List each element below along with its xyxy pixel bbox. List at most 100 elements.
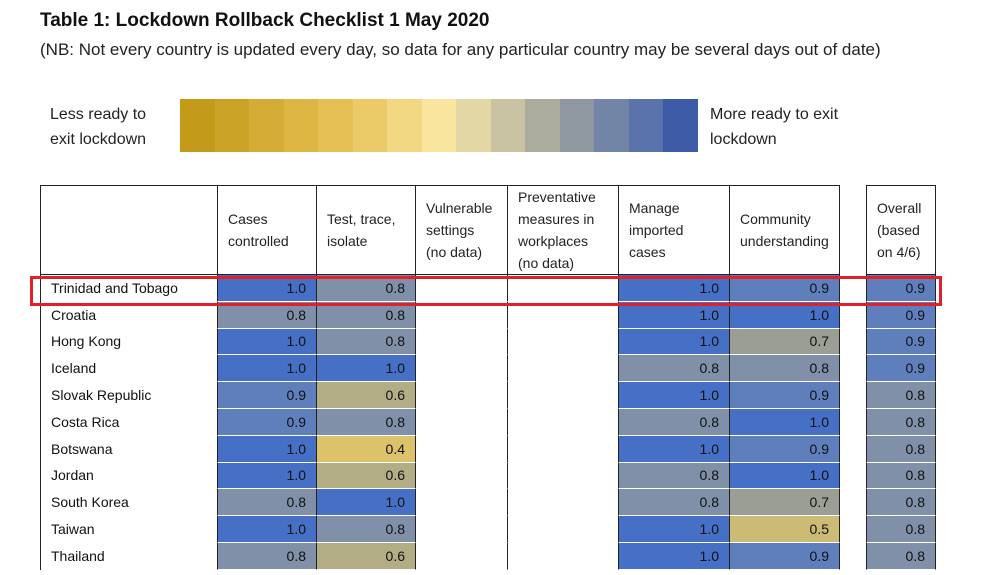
column-header-1: Cases controlled (217, 185, 316, 275)
country-name: Trinidad and Tobago (41, 275, 217, 302)
country-name: Hong Kong (41, 328, 217, 356)
score-cell-imported: 0.8 (618, 489, 729, 517)
score-cell-cases: 0.8 (217, 301, 316, 329)
scale-swatch-13 (628, 99, 663, 152)
score-cell-test: 0.6 (316, 542, 415, 570)
score-cell-cases: 1.0 (217, 355, 316, 383)
scale-swatch-4 (318, 99, 353, 152)
scale-swatch-14 (663, 99, 698, 152)
score-cell-vuln (415, 301, 507, 329)
country-name: Iceland (41, 355, 217, 383)
overall-row: 0.9 (866, 301, 936, 329)
score-cell-vuln (415, 542, 507, 570)
country-name: Slovak Republic (41, 382, 217, 409)
table-row: Hong Kong 1.0 0.8 1.0 0.7 (41, 328, 857, 356)
score-cell-test: 0.8 (316, 516, 415, 543)
scale-swatch-12 (594, 99, 629, 152)
score-cell-vuln (415, 489, 507, 517)
column-header-line: controlled (228, 233, 289, 249)
score-cell-prev (507, 275, 618, 302)
table-row: Trinidad and Tobago 1.0 0.8 1.0 0.9 (41, 275, 857, 302)
score-cell-imported: 1.0 (618, 542, 729, 570)
score-cell-prev (507, 355, 618, 383)
score-cell-prev (507, 408, 618, 436)
score-cell-prev (507, 489, 618, 517)
score-cell-cases: 0.8 (217, 542, 316, 570)
score-cell-cases: 1.0 (217, 435, 316, 463)
score-cell-prev (507, 542, 618, 570)
overall-row: 0.8 (866, 435, 936, 463)
score-cell-test: 0.8 (316, 275, 415, 302)
score-cell-community: 0.5 (729, 516, 840, 543)
score-cell-imported: 1.0 (618, 516, 729, 543)
legend-right-line-1: More ready to exit (710, 106, 839, 123)
score-cell-prev (507, 435, 618, 463)
table-row: South Korea 0.8 1.0 0.8 0.7 (41, 489, 857, 517)
overall-row: 0.8 (866, 516, 936, 543)
overall-row: 0.9 (866, 275, 936, 302)
score-cell-community: 0.9 (729, 382, 840, 409)
score-cell-test: 0.8 (316, 301, 415, 329)
country-name: Croatia (41, 301, 217, 329)
legend-left-label: Less ready to exit lockdown (50, 102, 146, 152)
column-header-5: Manage imported cases (618, 185, 729, 275)
header-row: Cases controlled Test, trace, isolate Vulner… (41, 185, 857, 275)
country-name: Costa Rica (41, 408, 217, 436)
column-header-line: Vulnerable (426, 200, 493, 216)
score-cell-imported: 0.8 (618, 355, 729, 383)
table-row: Taiwan 1.0 0.8 1.0 0.5 (41, 516, 857, 543)
score-cell-test: 0.8 (316, 328, 415, 356)
color-scale (180, 99, 698, 152)
overall-header-line: (based (877, 222, 920, 238)
legend-right-label: More ready to exit lockdown (710, 102, 838, 152)
column-header-line: Preventative (518, 189, 596, 205)
page-subtitle: (NB: Not every country is updated every … (40, 40, 881, 59)
scale-swatch-10 (525, 99, 560, 152)
page-title: Table 1: Lockdown Rollback Checklist 1 M… (40, 10, 490, 31)
score-cell-imported: 1.0 (618, 435, 729, 463)
scale-swatch-6 (387, 99, 422, 152)
table-row: Iceland 1.0 1.0 0.8 0.8 (41, 355, 857, 383)
column-header-line: workplaces (518, 233, 589, 249)
scale-swatch-5 (352, 99, 387, 152)
score-cell-community: 1.0 (729, 462, 840, 490)
score-cell-cases: 1.0 (217, 328, 316, 356)
score-cell-community: 0.9 (729, 275, 840, 302)
column-header-2: Test, trace, isolate (316, 185, 415, 275)
score-cell-prev (507, 462, 618, 490)
score-cell-imported: 1.0 (618, 328, 729, 356)
table-row: Slovak Republic 0.9 0.6 1.0 0.9 (41, 382, 857, 409)
overall-header-line: on 4/6) (877, 244, 921, 260)
column-header-line: settings (426, 222, 475, 238)
overall-score-cell: 0.8 (866, 435, 936, 463)
score-cell-cases: 1.0 (217, 516, 316, 543)
score-cell-community: 0.8 (729, 355, 840, 383)
overall-score-cell: 0.9 (866, 275, 936, 302)
score-cell-test: 0.6 (316, 382, 415, 409)
score-cell-prev (507, 382, 618, 409)
overall-row: 0.9 (866, 355, 936, 383)
country-name: Botswana (41, 435, 217, 463)
column-header-line: Test, trace, (327, 211, 396, 227)
score-cell-cases: 1.0 (217, 462, 316, 490)
overall-column: Overall (based on 4/6) 0.9 0.9 0.9 0.9 0.8 0.8 0.… (866, 185, 936, 570)
table-row: Jordan 1.0 0.6 0.8 1.0 (41, 462, 857, 490)
scale-swatch-11 (559, 99, 594, 152)
scale-swatch-7 (421, 99, 456, 152)
score-cell-prev (507, 516, 618, 543)
score-cell-community: 0.9 (729, 542, 840, 570)
overall-row: 0.8 (866, 489, 936, 517)
score-cell-cases: 0.9 (217, 408, 316, 436)
legend-right-line-2: lockdown (710, 131, 777, 148)
overall-row: 0.9 (866, 328, 936, 356)
column-header-0 (41, 185, 217, 275)
overall-score-cell: 0.9 (866, 301, 936, 329)
score-cell-cases: 0.9 (217, 382, 316, 409)
checklist-table: Cases controlled Test, trace, isolate Vulner… (40, 185, 857, 570)
score-cell-test: 1.0 (316, 355, 415, 383)
overall-header: Overall (based on 4/6) (866, 185, 936, 275)
country-name: South Korea (41, 489, 217, 517)
score-cell-imported: 0.8 (618, 408, 729, 436)
scale-swatch-8 (456, 99, 491, 152)
score-cell-vuln (415, 516, 507, 543)
